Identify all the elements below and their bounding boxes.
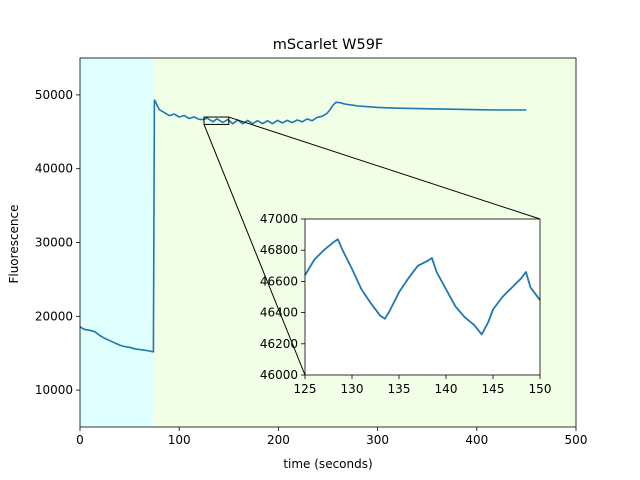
y-tick-label: 50000 — [35, 88, 73, 102]
y-tick-label: 20000 — [35, 309, 73, 323]
inset-y-tick-label: 46000 — [260, 368, 298, 382]
inset-x-tick-label: 150 — [529, 382, 552, 396]
x-tick-label: 500 — [565, 433, 588, 447]
inset-x-tick-label: 140 — [435, 382, 458, 396]
inset-y-tick-label: 46400 — [260, 306, 298, 320]
y-tick-label: 30000 — [35, 236, 73, 250]
inset-x-tick-label: 130 — [341, 382, 364, 396]
inset-y-tick-label: 46200 — [260, 337, 298, 351]
inset-x-tick-label: 145 — [482, 382, 505, 396]
inset-frame — [304, 218, 541, 376]
inset-background — [305, 219, 540, 375]
zoom-box — [203, 116, 230, 125]
x-axis-label: time (seconds) — [283, 457, 372, 471]
inset-y-tick-label: 47000 — [260, 212, 298, 226]
zoom-connector-upper — [228, 116, 541, 220]
zoom-connector-lower — [203, 124, 306, 376]
x-tick-label: 200 — [267, 433, 290, 447]
x-tick-label: 0 — [76, 433, 84, 447]
y-tick-label: 40000 — [35, 162, 73, 176]
main-plot-area: 0 100 200 300 400 500 10000 20000 30000 40000 5000… — [35, 57, 588, 447]
zoom-indicator — [203, 116, 541, 376]
inset-x-tick-label: 135 — [388, 382, 411, 396]
inset-y-tick-label: 46800 — [260, 243, 298, 257]
inset-series-line-1 — [304, 238, 541, 336]
x-tick-label: 100 — [168, 433, 191, 447]
y-tick-label: 10000 — [35, 383, 73, 397]
series-line-1 — [79, 99, 527, 353]
x-tick-label: 300 — [366, 433, 389, 447]
x-tick-label: 400 — [465, 433, 488, 447]
chart-title: mScarlet W59F — [273, 37, 384, 53]
inset-plot-area: 125 130 135 140 145 150 46000 46200 46400 46600 46… — [260, 212, 552, 396]
inset-y-tick-label: 46600 — [260, 274, 298, 288]
background-region-1 — [80, 58, 154, 427]
inset-x-tick-label: 125 — [294, 382, 317, 396]
y-axis-label: Fluorescence — [7, 204, 21, 283]
